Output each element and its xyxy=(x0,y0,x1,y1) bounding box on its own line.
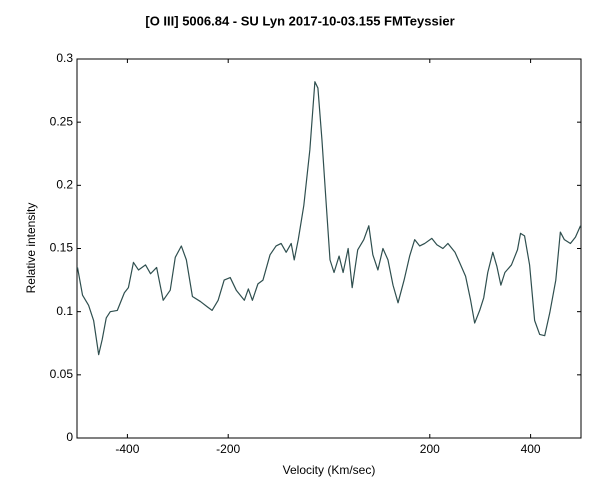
x-tick-label: 200 xyxy=(420,442,440,456)
x-tick-label: 400 xyxy=(521,442,541,456)
x-axis-label: Velocity (Km/sec) xyxy=(283,463,376,477)
y-axis-label: Relative intensity xyxy=(24,203,38,294)
spectrum-line xyxy=(76,81,582,356)
chart-title: [O III] 5006.84 - SU Lyn 2017-10-03.155 … xyxy=(145,13,454,28)
y-tick-label: 0 xyxy=(66,430,73,444)
y-tick-label: 0.1 xyxy=(56,304,73,318)
x-tick-label: -400 xyxy=(115,442,139,456)
y-tick-label: 0.2 xyxy=(56,178,73,192)
y-tick-label: 0.3 xyxy=(56,51,73,65)
x-tick-label: -200 xyxy=(216,442,240,456)
y-tick-label: 0.15 xyxy=(50,241,74,255)
y-tick-label: 0.25 xyxy=(50,114,74,128)
y-tick-label: 0.05 xyxy=(50,367,74,381)
